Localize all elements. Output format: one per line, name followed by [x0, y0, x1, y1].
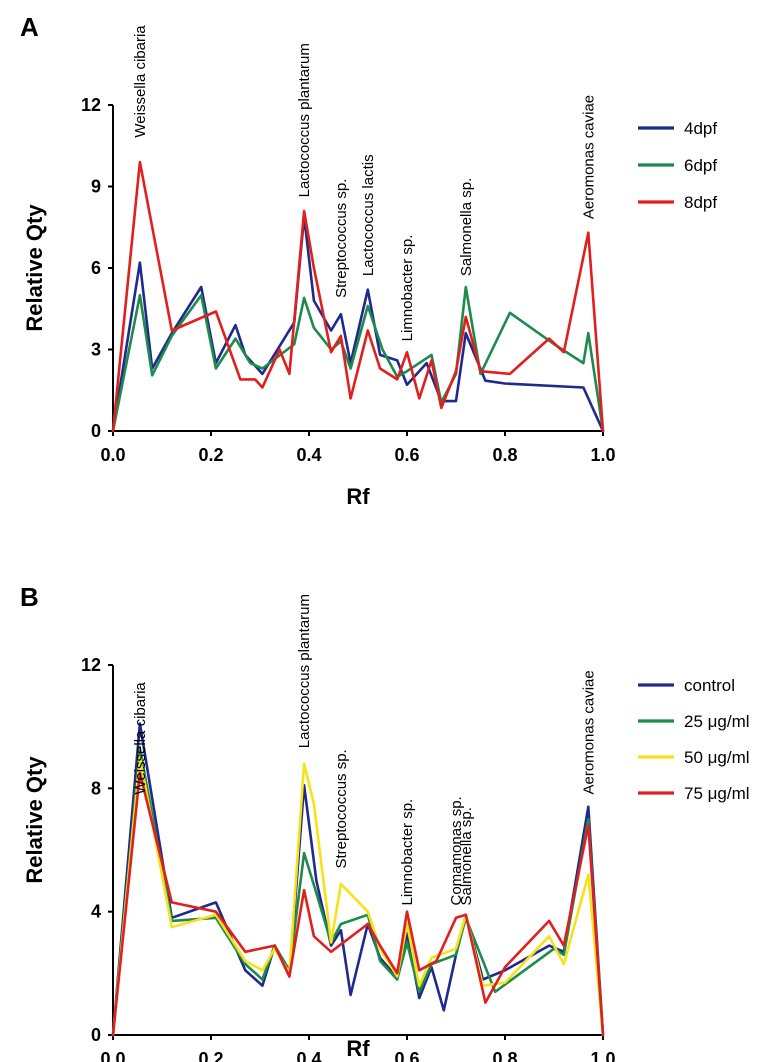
- legend-label: 8dpf: [684, 193, 717, 212]
- legend-label: 75 μg/ml: [684, 784, 750, 803]
- y-tick-label: 12: [81, 95, 101, 115]
- x-tick-label: 0.8: [492, 1049, 517, 1062]
- y-tick-label: 0: [91, 1025, 101, 1045]
- series-line-4dpf: [111, 215, 605, 433]
- panel-b: B 0 4 8 12 0.0 0.2 0.4 0.6 0.8 1.0 Rf Relative Qty W…: [20, 582, 750, 1062]
- x-tick-label: 0.6: [394, 445, 419, 465]
- legend-label: 50 μg/ml: [684, 748, 750, 767]
- x-tick-label: 0.4: [296, 445, 321, 465]
- series-line-50-g-ml: [111, 756, 605, 1037]
- plot-b: 0 4 8 12 0.0 0.2 0.4 0.6 0.8 1.0 Rf Relative Qty Wei…: [22, 594, 750, 1062]
- annotation-label: Limnobacter sp.: [399, 799, 416, 906]
- annotation-label: Lactococcus plantarum: [296, 43, 313, 197]
- series-line-6dpf: [111, 285, 605, 433]
- series-line-8dpf: [111, 160, 605, 433]
- annotation-label: Lactococcus lactis: [360, 154, 377, 276]
- x-tick-label: 1.0: [590, 1049, 615, 1062]
- series-line-control: [111, 722, 605, 1037]
- series-line-75-g-ml: [111, 771, 605, 1037]
- panel-label-a: A: [20, 12, 39, 42]
- annotation-label: Limnobacter sp.: [399, 235, 416, 342]
- annotation-label: Streptococcus sp.: [333, 179, 350, 298]
- x-tick-label: 0.2: [198, 1049, 223, 1062]
- y-axis-title: Relative Qty: [22, 204, 47, 332]
- annotation-label: Streptococcus sp.: [333, 749, 350, 868]
- annotation-label: Aeromonas caviae: [580, 670, 597, 794]
- x-tick-label: 0.6: [394, 1049, 419, 1062]
- legend-label: 6dpf: [684, 156, 717, 175]
- annotation-label: Comamonas sp.: [448, 796, 465, 905]
- annotation-label: Salmonella sp.: [458, 178, 475, 276]
- annotation-label: Aeromonas caviae: [580, 95, 597, 219]
- x-axis-title: Rf: [346, 1036, 370, 1061]
- panel-a: A 0 3 6 9 12 0.0 0.2 0.4 0.6 0.8 1.0 Rf Relative Qty…: [20, 12, 717, 509]
- x-tick-label: 0.0: [100, 1049, 125, 1062]
- legend-label: 25 μg/ml: [684, 712, 750, 731]
- series-line-25-g-ml: [111, 746, 605, 1037]
- panel-label-b: B: [20, 582, 39, 612]
- y-tick-label: 9: [91, 177, 101, 197]
- y-tick-label: 6: [91, 258, 101, 278]
- legend-label: 4dpf: [684, 119, 717, 138]
- x-tick-label: 0.8: [492, 445, 517, 465]
- y-tick-label: 8: [91, 778, 101, 798]
- y-tick-label: 0: [91, 421, 101, 441]
- x-tick-label: 1.0: [590, 445, 615, 465]
- x-tick-label: 0.0: [100, 445, 125, 465]
- x-tick-label: 0.2: [198, 445, 223, 465]
- annotation-label: Lactococcus plantarum: [296, 594, 313, 748]
- y-tick-label: 4: [91, 902, 101, 922]
- y-tick-label: 12: [81, 655, 101, 675]
- annotation-label: Weissella cibaria: [132, 682, 149, 795]
- x-axis-title: Rf: [346, 484, 370, 509]
- legend-label: control: [684, 676, 735, 695]
- plot-a: 0 3 6 9 12 0.0 0.2 0.4 0.6 0.8 1.0 Rf Relative Qty We…: [22, 25, 717, 509]
- x-tick-label: 0.4: [296, 1049, 321, 1062]
- annotation-label: Weissella cibaria: [132, 25, 149, 138]
- y-tick-label: 3: [91, 340, 101, 360]
- y-axis-title: Relative Qty: [22, 756, 47, 884]
- annotation-label: Salmonella sp.: [458, 807, 475, 905]
